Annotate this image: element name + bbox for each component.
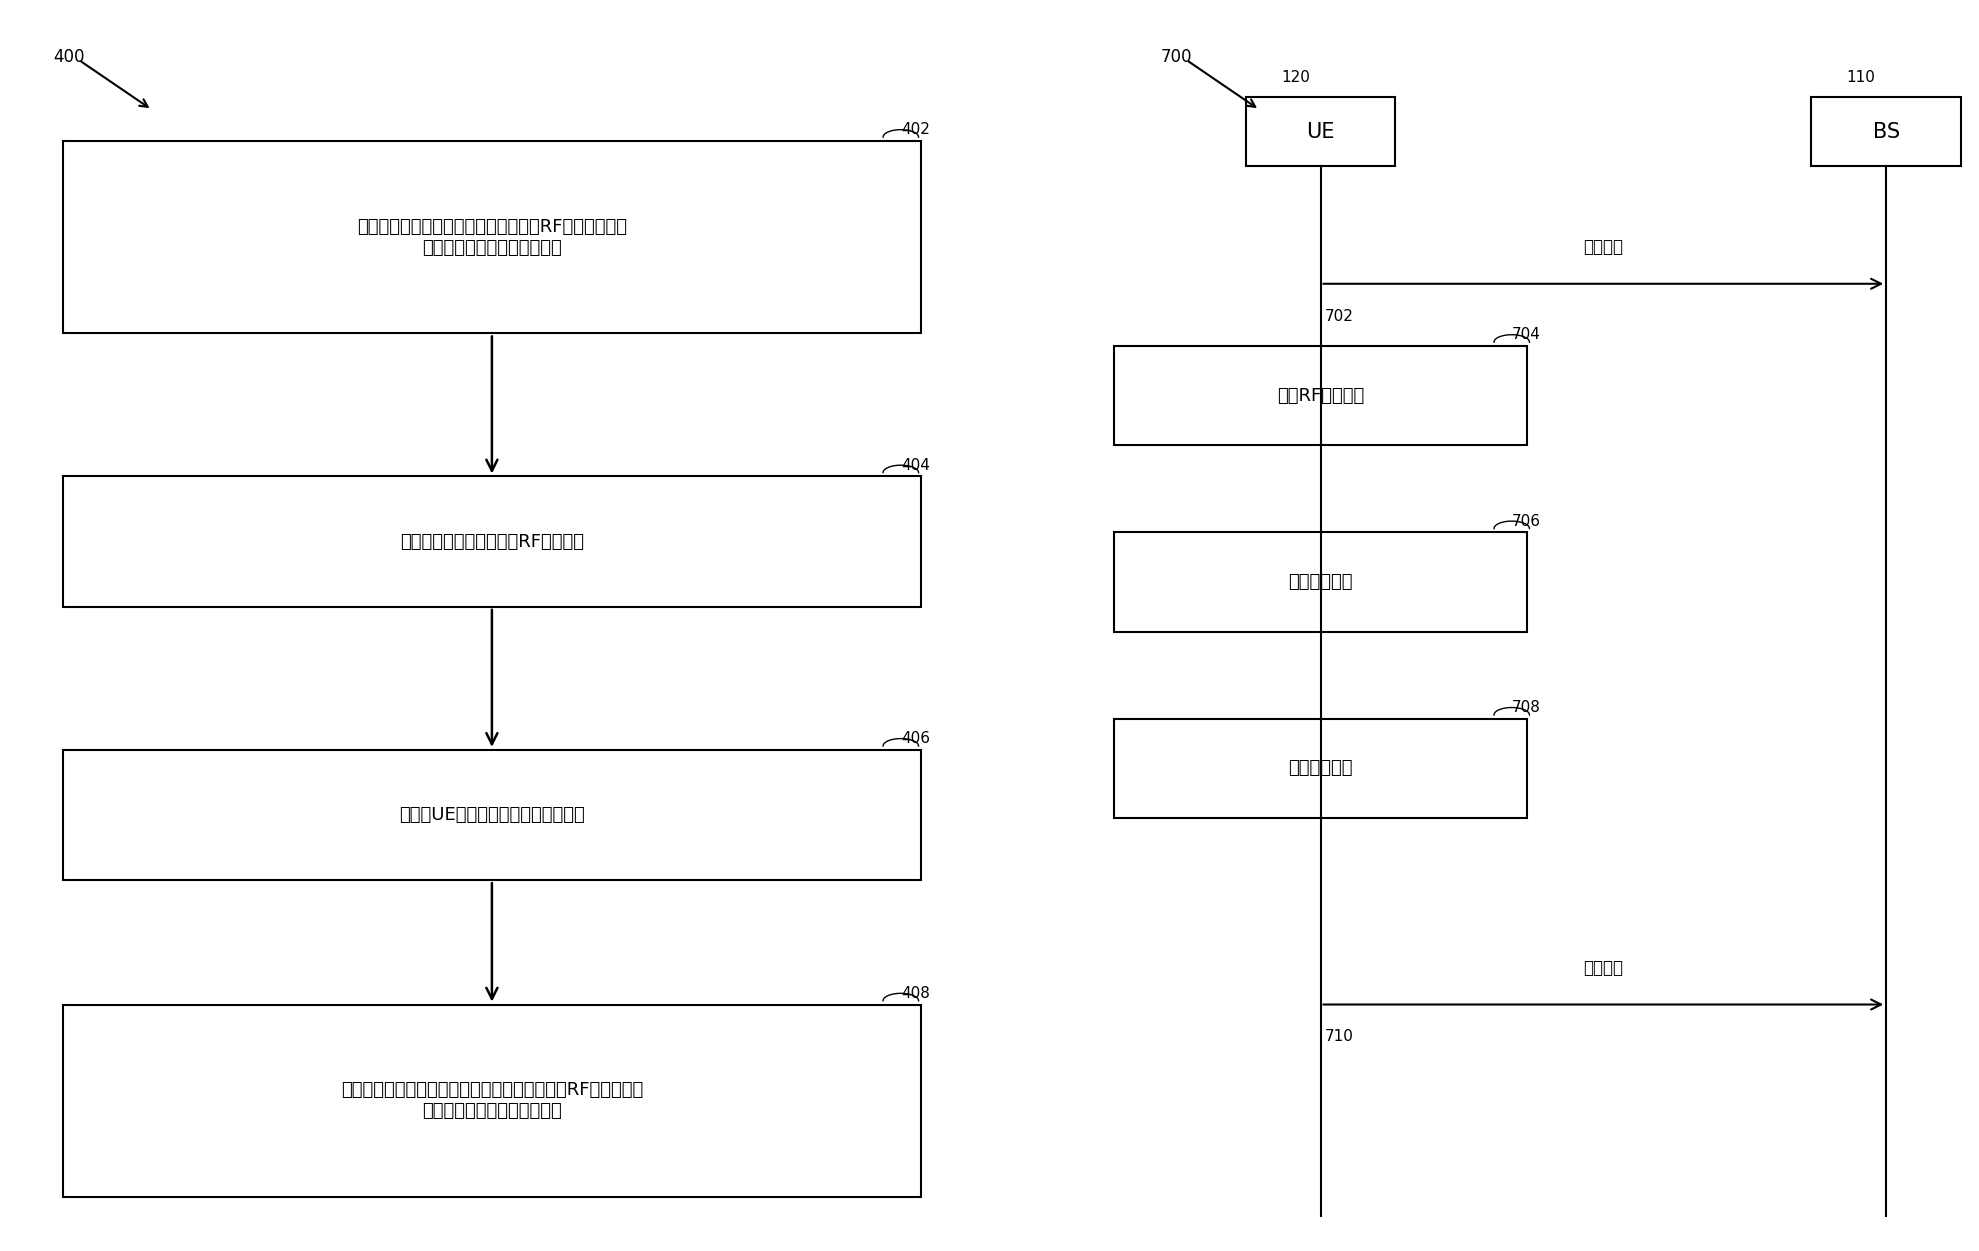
Text: 700: 700 [1162,48,1193,65]
Text: 408: 408 [900,986,930,1001]
Text: 708: 708 [1512,701,1540,716]
Text: BS: BS [1872,121,1900,141]
Text: 706: 706 [1512,514,1542,529]
Text: 406: 406 [900,731,930,746]
FancyBboxPatch shape [1114,719,1528,818]
Text: 702: 702 [1324,309,1354,324]
Text: 基于在时间窗口期间的时间平均射频（RF）暴露测量，
以第一传输功率发射第一信号: 基于在时间窗口期间的时间平均射频（RF）暴露测量， 以第一传输功率发射第一信号 [356,218,627,256]
FancyBboxPatch shape [1245,98,1395,165]
Text: 第二信号: 第二信号 [1583,960,1623,977]
Text: 404: 404 [900,458,930,473]
FancyBboxPatch shape [63,477,920,607]
FancyBboxPatch shape [63,1005,920,1197]
FancyBboxPatch shape [63,749,920,881]
Text: 响应于对该事件的检测，至少部分基于所存储的RF暴露信息，
以第二传输功率发射第二信号: 响应于对该事件的检测，至少部分基于所存储的RF暴露信息， 以第二传输功率发射第二… [340,1081,643,1120]
Text: 第一信号: 第一信号 [1583,239,1623,256]
Text: 400: 400 [53,48,85,65]
Text: 异常事件发生: 异常事件发生 [1288,573,1354,590]
Text: 检测异常事件: 检测异常事件 [1288,759,1354,777]
Text: 402: 402 [900,123,930,138]
Text: 710: 710 [1324,1030,1354,1045]
Text: 110: 110 [1846,70,1876,85]
Text: 存储与时间窗口相关联的RF暴露信息: 存储与时间窗口相关联的RF暴露信息 [400,533,584,550]
Text: 检测与UE相关联的异常事件已经发生: 检测与UE相关联的异常事件已经发生 [400,806,584,824]
FancyBboxPatch shape [1811,98,1961,165]
Text: 120: 120 [1280,70,1310,85]
Text: UE: UE [1306,121,1334,141]
Text: 704: 704 [1512,328,1540,343]
Text: 存储RF暴露信息: 存储RF暴露信息 [1276,387,1364,404]
FancyBboxPatch shape [63,141,920,334]
FancyBboxPatch shape [1114,532,1528,632]
FancyBboxPatch shape [1114,345,1528,445]
